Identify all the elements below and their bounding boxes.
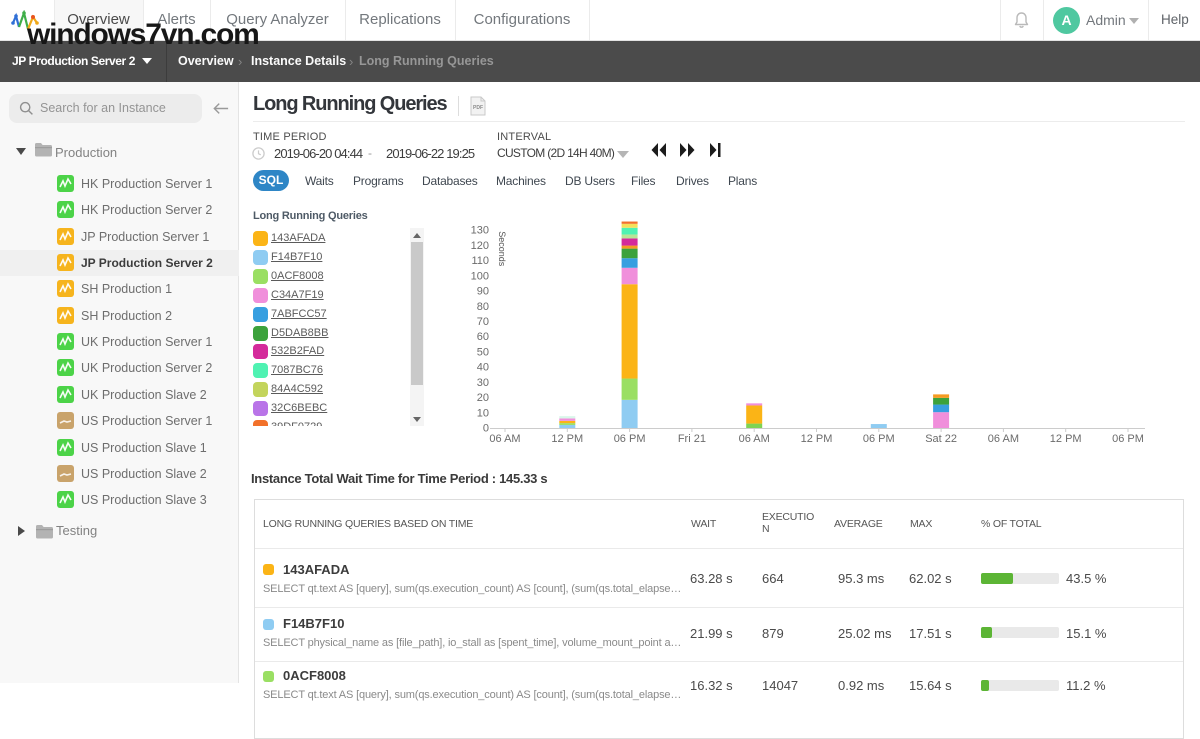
svg-text:12 PM: 12 PM [801,433,833,445]
svg-text:06 PM: 06 PM [863,433,895,445]
svg-text:50: 50 [477,346,489,358]
svg-text:06 PM: 06 PM [614,433,646,445]
svg-text:60: 60 [477,331,489,343]
svg-text:110: 110 [471,255,489,267]
svg-text:06 AM: 06 AM [489,433,520,445]
svg-text:40: 40 [477,362,489,374]
svg-text:06 AM: 06 AM [988,433,1019,445]
svg-text:Fri 21: Fri 21 [678,433,706,445]
svg-text:Sat 22: Sat 22 [925,433,957,445]
svg-text:PDF: PDF [473,105,483,111]
svg-text:90: 90 [477,286,489,298]
svg-text:12 PM: 12 PM [551,433,583,445]
svg-text:130: 130 [471,225,489,237]
svg-text:12 PM: 12 PM [1050,433,1082,445]
svg-text:0: 0 [483,423,489,435]
svg-text:80: 80 [477,301,489,313]
svg-text:20: 20 [477,392,489,404]
svg-text:Seconds: Seconds [497,231,507,267]
svg-text:100: 100 [471,270,489,282]
svg-text:06 PM: 06 PM [1112,433,1144,445]
svg-text:120: 120 [471,240,489,252]
svg-text:06 AM: 06 AM [739,433,770,445]
svg-text:70: 70 [477,316,489,328]
svg-text:30: 30 [477,377,489,389]
svg-text:10: 10 [477,407,489,419]
